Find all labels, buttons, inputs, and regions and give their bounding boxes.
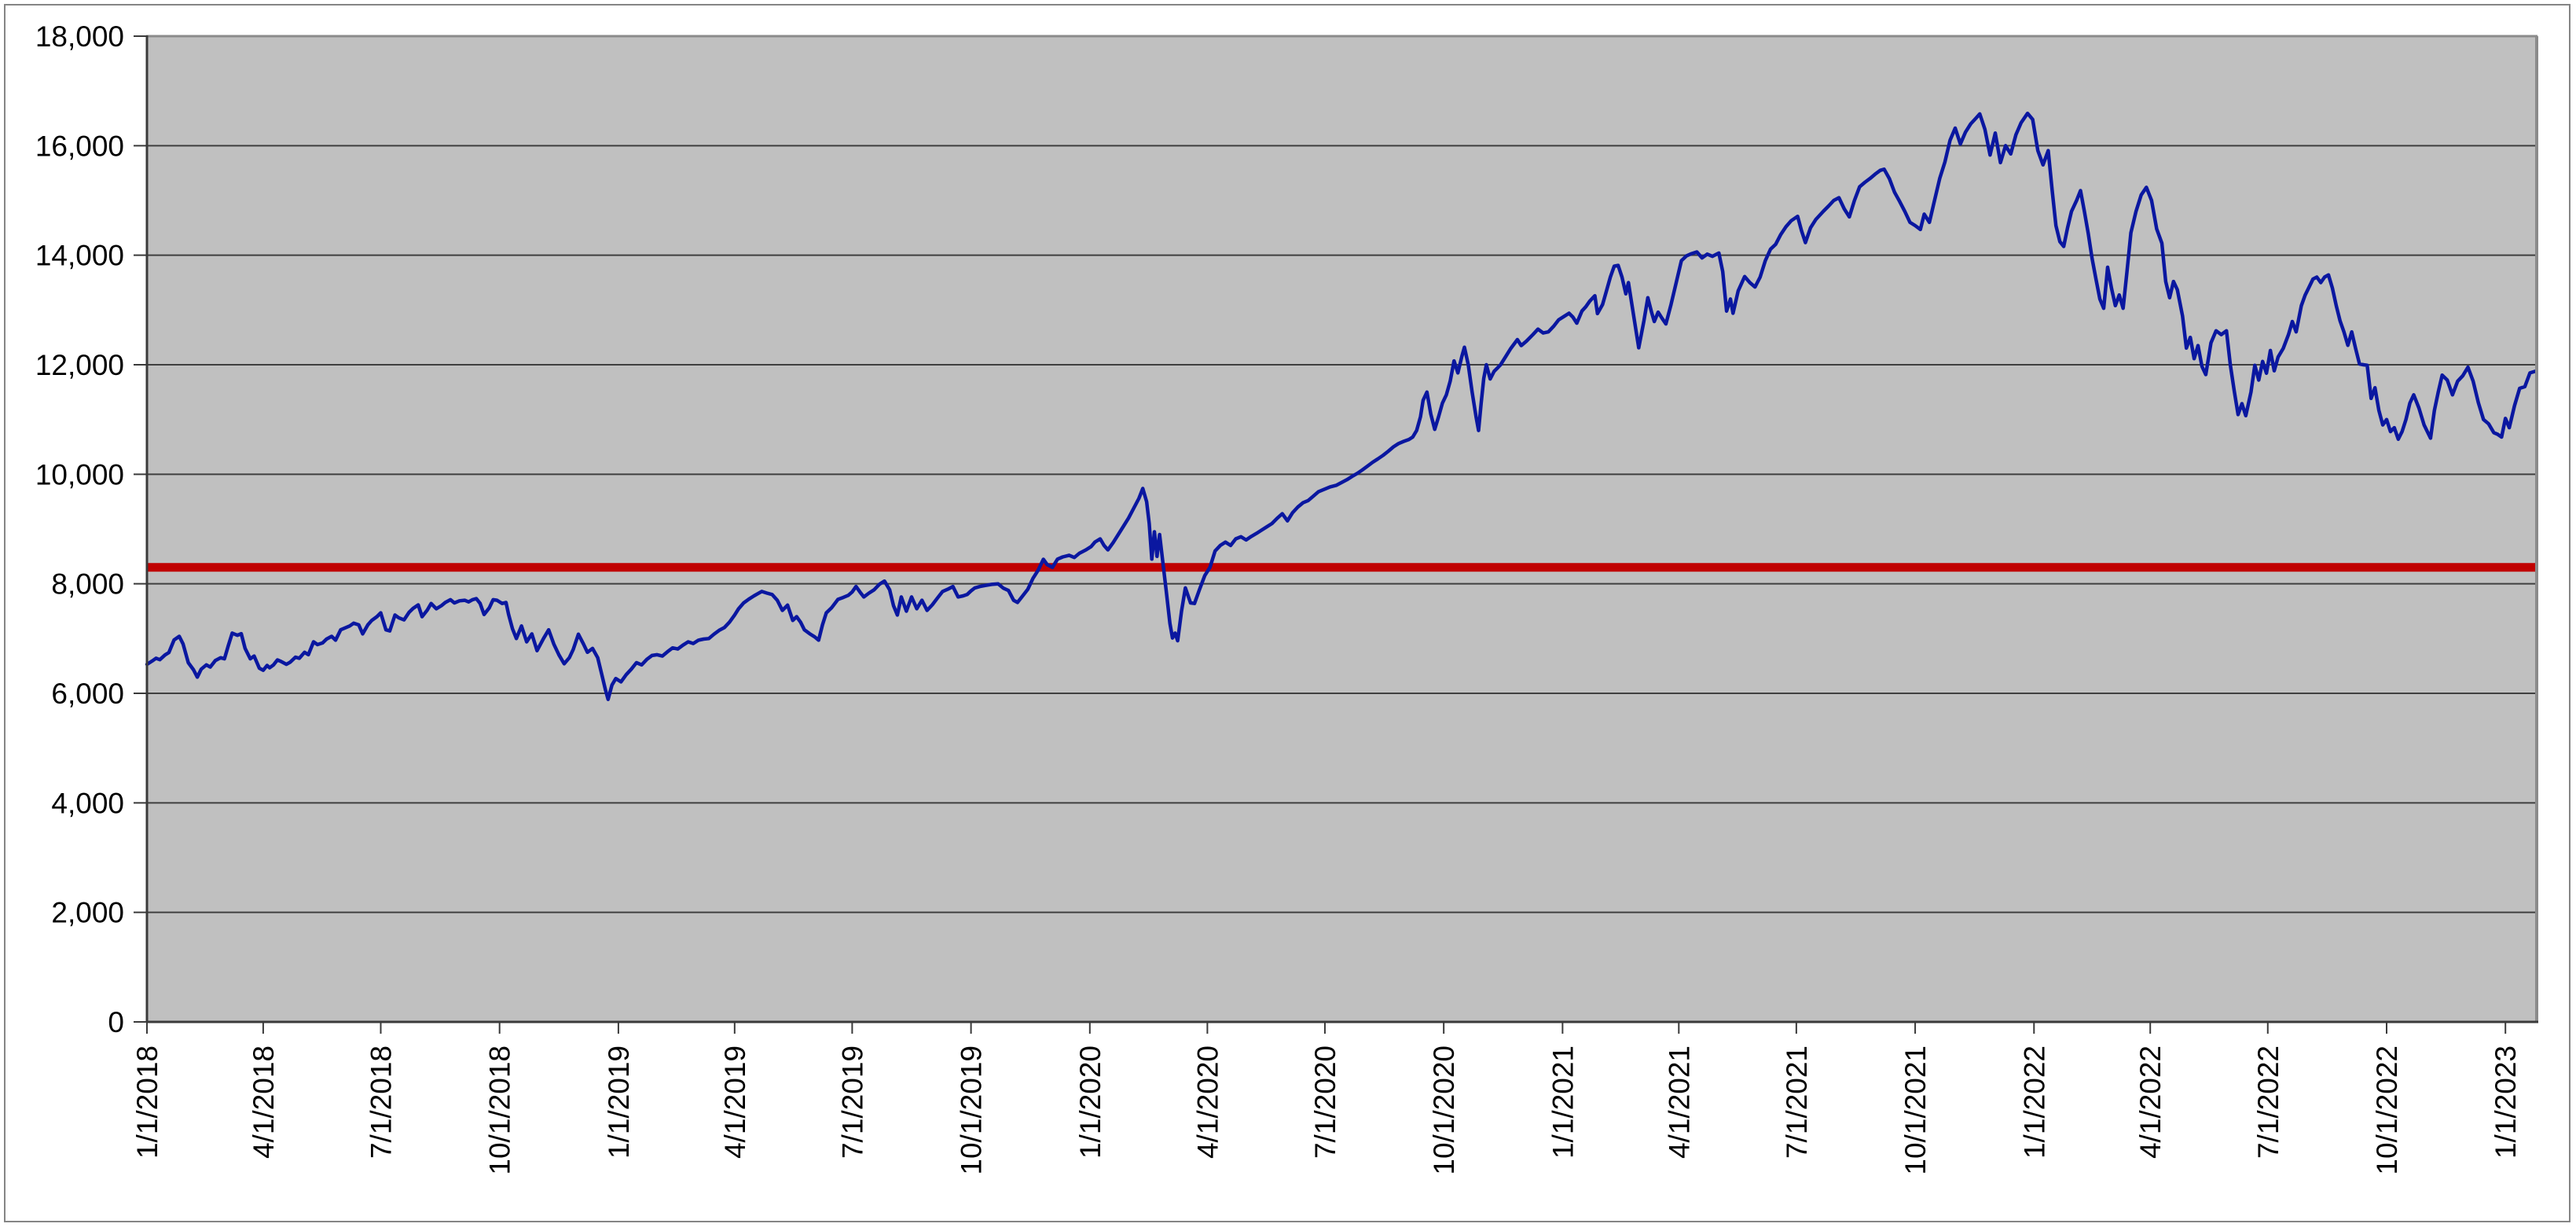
x-axis-label: 7/1/2022	[2252, 1045, 2284, 1159]
daily-value-line	[145, 111, 2537, 701]
x-axis-label: 1/1/2019	[603, 1045, 635, 1159]
x-axis-label: 7/1/2018	[365, 1045, 397, 1159]
x-axis-label: 4/1/2019	[719, 1045, 751, 1159]
x-axis-label: 7/1/2021	[1781, 1045, 1813, 1159]
y-axis-label: 2,000	[51, 897, 124, 929]
x-axis-label: 1/1/2021	[1547, 1045, 1579, 1159]
x-axis-label: 7/1/2020	[1309, 1045, 1341, 1159]
x-axis-label: 10/1/2019	[956, 1045, 988, 1175]
x-axis-label: 10/1/2018	[484, 1045, 516, 1175]
y-axis-label: 6,000	[51, 678, 124, 710]
y-axis-label: 16,000	[35, 130, 124, 162]
y-axis-label: 14,000	[35, 240, 124, 272]
x-axis-label: 4/1/2018	[248, 1045, 280, 1159]
x-axis-label: 10/1/2020	[1428, 1045, 1460, 1175]
y-axis-label: 8,000	[51, 568, 124, 601]
x-axis-label: 1/1/2023	[2490, 1045, 2522, 1159]
x-axis-label: 1/1/2018	[131, 1045, 163, 1159]
x-axis-label: 4/1/2021	[1663, 1045, 1695, 1159]
y-axis-label: 18,000	[35, 20, 124, 53]
plot-background	[147, 36, 2535, 1022]
x-axis-label: 10/1/2022	[2371, 1045, 2403, 1175]
y-axis-label: 4,000	[51, 787, 124, 819]
y-axis-label: 0	[108, 1006, 124, 1038]
y-axis-label: 12,000	[35, 349, 124, 381]
x-axis-label: 1/1/2022	[2018, 1045, 2050, 1159]
x-axis-label: 10/1/2021	[1899, 1045, 1932, 1175]
x-axis-label: 4/1/2020	[1191, 1045, 1224, 1159]
x-axis-label: 1/1/2020	[1074, 1045, 1106, 1159]
y-axis-label: 10,000	[35, 458, 124, 491]
x-axis-label: 4/1/2022	[2134, 1045, 2167, 1159]
x-axis-label: 7/1/2019	[836, 1045, 868, 1159]
